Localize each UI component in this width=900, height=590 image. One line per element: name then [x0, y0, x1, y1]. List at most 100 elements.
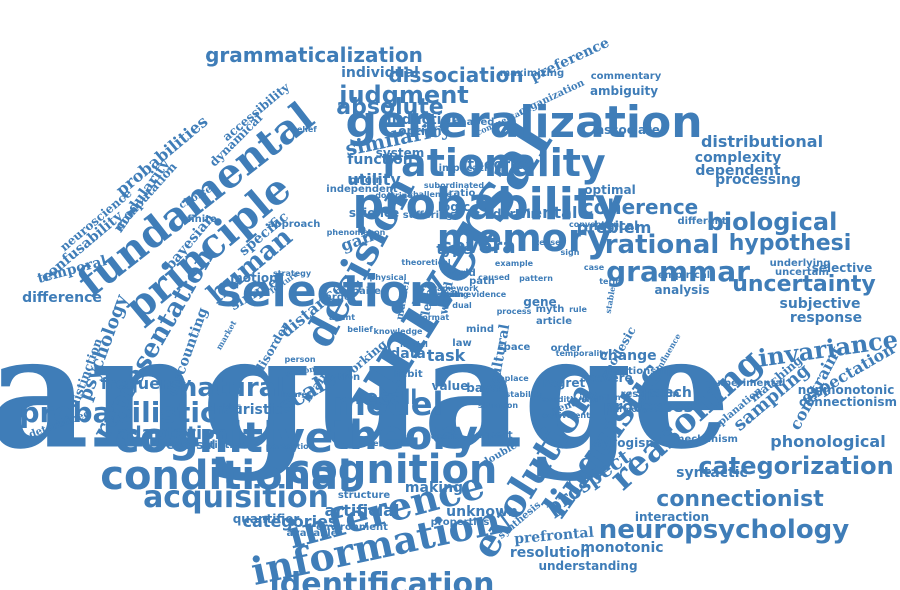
cloud-word: independent — [326, 184, 398, 195]
cloud-word: change — [599, 348, 657, 364]
cloud-word: theory — [329, 413, 479, 459]
cloud-word: bayes — [466, 381, 506, 395]
cloud-word: subjective — [779, 296, 861, 312]
cloud-word: convention — [568, 220, 620, 229]
cloud-word: severa — [440, 234, 516, 258]
cloud-word: example — [494, 259, 534, 268]
cloud-word: coherence — [581, 195, 699, 219]
cloud-word: utility — [347, 170, 401, 189]
cloud-word: interaction — [634, 510, 710, 524]
cloud-word: connectionist — [656, 487, 824, 512]
cloud-word: probabilistic — [19, 396, 217, 429]
cloud-word: field — [440, 290, 460, 299]
cloud-word: law — [452, 338, 472, 349]
cloud-word: environment — [316, 522, 388, 533]
cloud-word: properties — [430, 517, 490, 528]
cloud-word: genetic — [425, 432, 459, 441]
cloud-word: rational — [604, 230, 720, 260]
cloud-word: making — [404, 480, 464, 496]
cloud-word: different — [677, 216, 727, 227]
cloud-word: selection — [215, 266, 441, 317]
cloud-word: system — [375, 146, 425, 160]
cloud-word: model — [400, 340, 428, 349]
cloud-word: difference — [22, 290, 102, 306]
cloud-word: value — [431, 379, 469, 393]
cloud-word: processing — [715, 172, 801, 188]
cloud-word: sign — [560, 248, 580, 257]
cloud-word: situation — [477, 401, 519, 410]
cloud-word: belief — [291, 125, 317, 134]
cloud-word: doctrine — [375, 191, 413, 200]
cloud-word: format — [418, 313, 450, 322]
cloud-word: unknown — [446, 504, 518, 520]
cloud-word: restriction — [620, 389, 680, 400]
cloud-word: induction — [386, 112, 462, 128]
cloud-word: commentary — [590, 71, 662, 82]
cloud-word: grammar — [606, 255, 750, 288]
cloud-word: speech — [636, 385, 692, 401]
cloud-word: tense — [535, 238, 561, 247]
cloud-word: myth — [535, 304, 565, 315]
cloud-word: learning — [431, 290, 469, 299]
cloud-word: maximizing — [499, 68, 565, 79]
cloud-word: underlying — [769, 258, 831, 269]
cloud-word: adaptation — [116, 423, 228, 444]
cloud-word: response — [789, 310, 863, 326]
cloud-word: ambiguity — [589, 84, 659, 98]
cloud-word: subordinated — [423, 181, 485, 190]
cloud-word: biological — [706, 208, 838, 236]
cloud-word: conditional — [100, 453, 352, 499]
cloud-word: task — [426, 346, 466, 365]
cloud-word: theoretical — [401, 258, 451, 267]
cloud-word: experimental — [710, 378, 786, 389]
cloud-word: analysis — [654, 283, 710, 297]
cloud-word: implication — [438, 163, 502, 174]
cloud-word: person — [284, 355, 316, 364]
cloud-word: processes — [602, 397, 694, 416]
cloud-word: monotonic — [580, 540, 664, 556]
cloud-word: pattern — [519, 274, 553, 283]
cloud-word: language — [0, 300, 731, 484]
cloud-word: notion — [323, 372, 361, 383]
cloud-word: absolute — [336, 95, 444, 120]
cloud-word: empirical — [657, 270, 711, 281]
cloud-word: gene — [523, 295, 557, 309]
cloud-word: phonological — [770, 432, 886, 451]
cloud-word: phenomenon — [326, 228, 386, 237]
cloud-word: associate — [596, 123, 660, 137]
cloud-word: target — [320, 292, 356, 303]
cloud-word: theories — [467, 157, 533, 173]
cloud-word: conditioning — [541, 395, 599, 404]
cloud-word: ratio — [448, 188, 476, 199]
cloud-word: grammaticalization — [205, 43, 423, 67]
cloud-word: physical — [369, 273, 407, 282]
cloud-word: paired — [351, 286, 389, 297]
cloud-word: syntactic — [676, 465, 748, 481]
cloud-word: uncertain — [775, 267, 829, 278]
cloud-word: agent — [328, 313, 356, 322]
cloud-word: verb — [439, 290, 461, 299]
cloud-word: hypothesi — [728, 231, 852, 256]
cloud-word: cognition — [286, 447, 498, 493]
cloud-word: regret — [542, 376, 586, 390]
cloud-word: utilities — [202, 440, 246, 451]
cloud-word: stability — [505, 390, 543, 399]
cloud-word: rule — [569, 305, 587, 314]
cloud-word: uncertainty — [732, 272, 876, 297]
cloud-word: recall — [354, 385, 418, 409]
cloud-word: memory — [436, 216, 612, 260]
cloud-word: unit — [441, 290, 459, 299]
cloud-word: dependent — [695, 163, 781, 179]
cloud-word: quantifier — [232, 512, 300, 526]
cloud-word: function — [347, 152, 413, 168]
cloud-word: space — [497, 342, 531, 353]
cloud-word: aspect — [475, 430, 513, 441]
cloud-word: network — [367, 439, 405, 448]
cloud-word: nonmonotonic — [797, 383, 895, 397]
cloud-word: perception — [265, 442, 315, 451]
cloud-word: heuristic — [213, 402, 283, 418]
cloud-word: bias — [222, 402, 242, 411]
cloud-word: logic — [437, 200, 471, 214]
cloud-word: selective — [811, 261, 873, 275]
